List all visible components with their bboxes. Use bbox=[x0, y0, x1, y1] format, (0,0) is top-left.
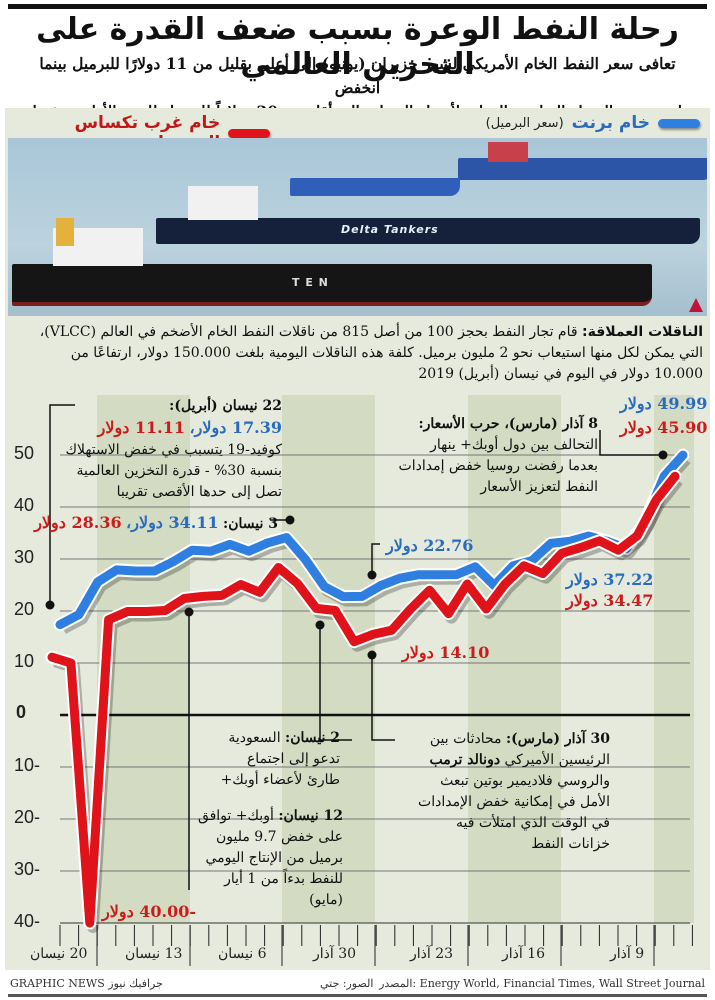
tankers-photo: Delta Tankers T E N bbox=[8, 138, 707, 316]
ship-superstructure-icon bbox=[188, 186, 258, 220]
value-wti-min: -40.00 دولار bbox=[102, 902, 197, 921]
legend-item-brent: خام برنت (سعر البرميل) bbox=[486, 113, 700, 133]
x-tick-mar23: 23 آذار bbox=[410, 946, 454, 962]
value-wti-start: 45.90 دولار bbox=[620, 418, 708, 437]
annotation-text: أوبك+ توافق على خفض 9.7 مليون برميل من ا… bbox=[197, 808, 343, 908]
value-brent-low: 22.76 دولار bbox=[386, 536, 474, 555]
ship-icon: Delta Tankers bbox=[156, 218, 700, 244]
ship-label-delta: Delta Tankers bbox=[341, 223, 439, 236]
annotation-brent-value: 34.11 دولار، bbox=[126, 513, 219, 532]
annotation-heading: 12 نيسان: bbox=[278, 808, 343, 824]
value-brent-start: 49.99 دولار bbox=[620, 394, 708, 413]
description-heading: الناقلات العملاقة: bbox=[582, 324, 703, 340]
annotation-text: والروسي فلاديمير بوتين تبعث الأمل في إمك… bbox=[418, 773, 610, 852]
marker-dots bbox=[45, 450, 668, 660]
bottom-rule bbox=[8, 994, 707, 997]
value-wti-mar9: 34.47 دولار bbox=[566, 591, 654, 610]
annotation-mar30: 30 آذار (مارس): محادثات بين الرئيسين الأ… bbox=[413, 729, 610, 855]
annotation-text: كوفيد-19 يتسبب في خفض الاستهلاك بنسبة 30… bbox=[65, 442, 282, 500]
ship-superstructure-icon bbox=[488, 142, 528, 162]
annotation-wti-value: 28.36 دولار bbox=[34, 513, 122, 532]
annotation-brent-value: 17.39 دولار، bbox=[189, 418, 282, 437]
x-tick-apr13: 13 نيسان bbox=[125, 946, 183, 962]
y-tick-minus-10: 10- bbox=[14, 755, 41, 775]
annotation-mar8: 8 آذار (مارس)، حرب الأسعار: التحالف بين … bbox=[398, 414, 598, 498]
ship-icon bbox=[290, 178, 460, 196]
wti-line bbox=[45, 469, 683, 933]
annotation-apr2: 2 نيسان: السعودية تدعو إلى اجتماع طارئ ل… bbox=[215, 728, 340, 791]
value-brent-mar9: 37.22 دولار bbox=[566, 570, 654, 589]
value-wti-low: 14.10 دولار bbox=[402, 643, 490, 662]
y-tick-0: 0 bbox=[16, 702, 27, 722]
x-tick-mar16: 16 آذار bbox=[502, 946, 546, 962]
tankers-description: الناقلات العملاقة: قام تجار النفط بحجز 1… bbox=[18, 322, 703, 385]
legend-brent-label: خام برنت bbox=[571, 113, 650, 133]
x-ticks bbox=[59, 925, 693, 966]
annotation-name-bold: دونالد ترمب bbox=[429, 752, 501, 768]
annotation-heading: 8 آذار (مارس)، حرب الأسعار: bbox=[418, 416, 598, 432]
annotation-heading: 30 آذار (مارس): bbox=[505, 731, 610, 747]
x-tick-apr6: 6 نيسان bbox=[218, 946, 267, 962]
annotation-apr3: 3 نيسان: 34.11 دولار، 28.36 دولار bbox=[34, 512, 278, 535]
y-tick-minus-20: 20- bbox=[14, 807, 41, 827]
subtitle-line-1: تعافى سعر النفط الخام الأمريكي لشهر حزير… bbox=[39, 54, 676, 97]
y-tick-minus-30: 30- bbox=[14, 859, 41, 879]
leader-lines bbox=[49, 404, 663, 890]
annotation-text: السعودية تدعو إلى اجتماع طارئ لأعضاء أوب… bbox=[220, 730, 340, 788]
week-bands bbox=[97, 395, 694, 923]
brand-credit: GRAPHIC NEWS جرافيك نيوز bbox=[10, 977, 163, 990]
ship-icon: T E N bbox=[12, 264, 652, 306]
description-text: قام تجار النفط بحجز 100 من أصل 815 من نا… bbox=[39, 324, 703, 382]
annotation-heading: 3 نيسان: bbox=[223, 516, 278, 532]
ship-label-ten: T E N bbox=[292, 276, 329, 289]
footer: المصدر: Energy World, Financial Times, W… bbox=[8, 972, 707, 994]
y-tick-30: 30 bbox=[14, 547, 35, 567]
y-tick-40: 40 bbox=[14, 495, 35, 515]
annotation-text: محادثات بين الرئيسين الأميركي bbox=[429, 731, 610, 768]
brent-swatch-icon bbox=[658, 118, 700, 128]
ship-icon bbox=[458, 158, 707, 180]
y-tick-minus-40: 40- bbox=[14, 911, 41, 931]
y-tick-20: 20 bbox=[14, 599, 35, 619]
legend-unit: (سعر البرميل) bbox=[485, 115, 564, 131]
annotation-text: التحالف بين دول أوبك+ ينهار بعدما رفضت ر… bbox=[398, 437, 598, 495]
photo-marker-icon bbox=[689, 298, 703, 312]
page-title: رحلة النفط الوعرة بسبب ضعف القدرة على ال… bbox=[36, 12, 679, 82]
x-tick-mar9: 9 آذار bbox=[610, 946, 645, 962]
source-credit: المصدر: Energy World, Financial Times, W… bbox=[379, 977, 705, 990]
annotation-heading: 2 نيسان: bbox=[285, 730, 340, 746]
x-tick-apr20: 20 نيسان bbox=[30, 946, 88, 962]
top-rule bbox=[8, 4, 707, 9]
y-tick-50: 50 bbox=[14, 443, 35, 463]
x-tick-mar30: 30 آذار bbox=[313, 946, 357, 962]
ship-funnel-icon bbox=[56, 218, 74, 246]
photo-credit: الصور: جتي bbox=[320, 977, 374, 990]
annotation-wti-value: 11.11 دولار bbox=[97, 418, 185, 437]
annotation-apr22: 22 نيسان (أبريل): 17.39 دولار، 11.11 دول… bbox=[62, 396, 282, 503]
annotation-apr12: 12 نيسان: أوبك+ توافق على خفض 9.7 مليون … bbox=[195, 806, 343, 911]
annotation-heading: 22 نيسان (أبريل): bbox=[169, 398, 282, 414]
y-tick-10: 10 bbox=[14, 651, 35, 671]
wti-swatch-icon bbox=[228, 128, 270, 138]
